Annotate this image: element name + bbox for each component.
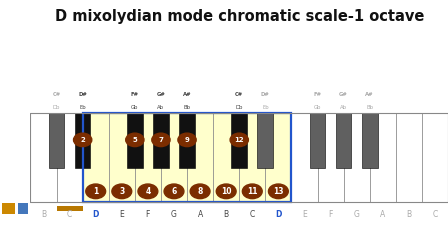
Text: D#: D# (78, 92, 87, 97)
Text: 1: 1 (93, 187, 98, 196)
Text: B: B (41, 210, 46, 219)
Text: 4: 4 (145, 187, 151, 196)
Text: D: D (93, 210, 99, 219)
Circle shape (230, 133, 248, 147)
Text: C: C (432, 210, 438, 219)
Text: 7: 7 (159, 137, 164, 143)
Text: B: B (224, 210, 229, 219)
Bar (362, 113, 378, 168)
Text: 13: 13 (273, 187, 284, 196)
Text: Eb: Eb (262, 105, 269, 110)
Text: Bb: Bb (184, 105, 190, 110)
Circle shape (126, 133, 144, 147)
Bar (179, 113, 195, 168)
Bar (258, 113, 273, 168)
Text: D mixolydian mode chromatic scale-1 octave: D mixolydian mode chromatic scale-1 octa… (55, 9, 424, 25)
Bar (82, 113, 109, 202)
Text: B: B (406, 210, 411, 219)
Text: 10: 10 (221, 187, 232, 196)
Bar (153, 113, 169, 168)
Text: F: F (328, 210, 333, 219)
Bar (75, 113, 90, 168)
Text: C: C (67, 210, 72, 219)
Bar (161, 113, 187, 202)
Text: D: D (275, 210, 281, 219)
Text: E: E (120, 210, 124, 219)
Bar (127, 113, 142, 168)
Text: Gb: Gb (131, 105, 138, 110)
Text: G: G (171, 210, 177, 219)
Bar (82, 113, 292, 202)
Bar (396, 113, 422, 202)
Bar (336, 113, 351, 168)
Bar (292, 113, 318, 202)
Text: 5: 5 (133, 137, 137, 143)
Bar (213, 113, 239, 202)
Bar (56, 113, 82, 202)
Bar (370, 113, 396, 202)
Bar (49, 113, 65, 168)
Text: C: C (250, 210, 255, 219)
Text: G#: G# (339, 92, 348, 97)
Text: 2: 2 (80, 137, 85, 143)
Text: 8: 8 (198, 187, 203, 196)
Text: C#: C# (52, 92, 60, 97)
Circle shape (164, 184, 184, 199)
Text: A: A (380, 210, 385, 219)
Text: G: G (354, 210, 360, 219)
Circle shape (268, 184, 289, 199)
Text: A#: A# (183, 92, 191, 97)
Circle shape (86, 184, 106, 199)
Circle shape (178, 133, 196, 147)
Bar (30, 113, 56, 202)
Circle shape (112, 184, 132, 199)
Text: 6: 6 (172, 187, 177, 196)
Text: D#: D# (261, 92, 270, 97)
Text: Gb: Gb (314, 105, 321, 110)
Text: 9: 9 (185, 137, 190, 143)
Bar (30, 113, 448, 202)
Text: Db: Db (53, 105, 60, 110)
Bar (187, 113, 213, 202)
Text: Ab: Ab (157, 105, 164, 110)
Circle shape (138, 184, 158, 199)
Bar (310, 113, 325, 168)
Text: 3: 3 (119, 187, 125, 196)
Bar (17, 202, 28, 214)
Circle shape (190, 184, 210, 199)
Text: A#: A# (366, 92, 374, 97)
Text: E: E (302, 210, 307, 219)
Text: G#: G# (156, 92, 165, 97)
Circle shape (152, 133, 170, 147)
Circle shape (216, 184, 236, 199)
Text: F: F (146, 210, 150, 219)
Text: Bb: Bb (366, 105, 373, 110)
Bar (109, 113, 135, 202)
Text: Ab: Ab (340, 105, 347, 110)
Bar (318, 113, 344, 202)
Bar (135, 113, 161, 202)
Bar (265, 113, 292, 202)
Bar (2, 202, 15, 214)
Bar (422, 113, 448, 202)
Text: Eb: Eb (79, 105, 86, 110)
Text: 12: 12 (234, 137, 244, 143)
Circle shape (242, 184, 262, 199)
Text: F#: F# (131, 92, 139, 97)
Text: A: A (198, 210, 202, 219)
Bar (239, 113, 265, 202)
Bar (56, 206, 82, 211)
Text: F#: F# (314, 92, 322, 97)
Circle shape (73, 133, 92, 147)
Bar (344, 113, 370, 202)
Text: Db: Db (236, 105, 243, 110)
Text: 11: 11 (247, 187, 258, 196)
Text: basicmusictheory.com: basicmusictheory.com (13, 83, 18, 142)
Text: C#: C# (235, 92, 243, 97)
Bar (232, 113, 247, 168)
